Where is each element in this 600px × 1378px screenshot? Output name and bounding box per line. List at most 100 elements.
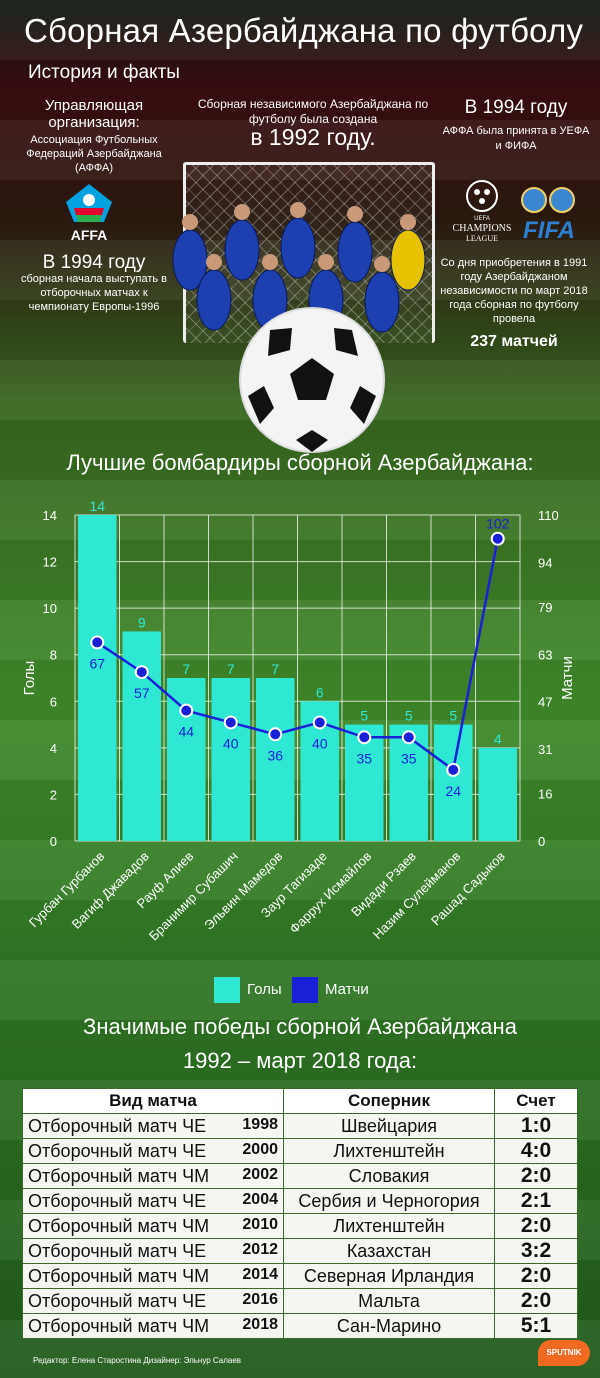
match-type-text: Отборочный матч ЧМ [28,1165,210,1186]
soccer-ball-icon [239,307,385,453]
player-4-head [347,206,363,222]
point-matches [134,665,149,680]
right-year-text: АФФА была принята в УЕФА и ФИФА [442,125,590,152]
fifa-globe-1 [521,187,547,213]
player-1-head [182,214,198,230]
cell-opponent: Швейцария [283,1113,495,1139]
left-year: В 1994 году [42,252,146,273]
point-value-label: 67 [89,655,105,671]
point-matches [357,730,372,745]
wins-table: Вид матча Соперник Счет Отборочный матч … [22,1088,578,1339]
ucl-star-1 [474,189,480,195]
champions-league-logo: UEFA CHAMPIONS LEAGUE [453,180,511,243]
bar-goals [478,747,517,841]
page-title: Сборная Азербайджана по футболу [24,12,584,49]
point-value-label: 35 [356,750,372,766]
match-year: 2010 [242,1215,278,1233]
x-tick-label: Гурбан Гурбанов [26,848,108,930]
y2-tick-label: 110 [538,508,559,523]
header-match-type: Вид матча [22,1088,284,1114]
point-value-label: 57 [134,685,150,701]
y2-tick-label: 79 [538,600,552,615]
ball-patch-1 [268,328,292,356]
cell-match-type: Отборочный матч ЧЕ 2004 [22,1188,284,1214]
bar-value-label: 5 [449,708,457,724]
player-keeper [390,229,426,291]
bar-goals [256,678,295,841]
y2-tick-label: 47 [538,695,552,710]
cell-opponent: Северная Ирландия [283,1263,495,1289]
player-keeper-head [400,214,416,230]
cell-match-type: Отборочный матч ЧМ 2010 [22,1213,284,1239]
right-stats-text: Со дня приобретения в 1991 году Азербайд… [440,257,588,325]
table-header-row: Вид матча Соперник Счет [22,1088,578,1114]
point-matches [490,531,505,546]
bar-value-label: 5 [360,708,368,724]
player-6-head [206,254,222,270]
table-row: Отборочный матч ЧЕ 2004 Сербия и Черногори… [22,1188,578,1214]
match-year: 2002 [242,1165,278,1183]
y2-tick-label: 31 [538,742,552,757]
point-matches [223,715,238,730]
y2-axis-label: Матчи [559,656,576,700]
cell-match-type: Отборочный матч ЧЕ 2012 [22,1238,284,1264]
credits: Редактор: Елена Старостина Дизайнер: Эль… [33,1356,242,1365]
point-value-label: 40 [223,735,239,751]
fifa-globe-2 [549,187,575,213]
ucl-uefa: UEFA [474,216,490,222]
table-row: Отборочный матч ЧМ 2010 Лихтенштейн 2:0 [22,1213,578,1239]
bar-value-label: 5 [405,708,413,724]
ball-patch-3 [248,386,274,424]
cell-match-type: Отборочный матч ЧМ 2018 [22,1313,284,1339]
cell-score: 2:0 [494,1163,578,1189]
right-year: В 1994 году [464,97,568,118]
cell-score: 5:1 [494,1313,578,1339]
bar-value-label: 7 [182,661,190,677]
player-8-head [318,254,334,270]
bar-value-label: 7 [227,661,235,677]
org-name: Ассоциация Футбольных Федераций Азербайд… [26,134,162,174]
y-tick-label: 12 [43,555,57,570]
match-type-text: Отборочный матч ЧМ [28,1265,210,1286]
ball-patch-5 [296,430,328,452]
header-opponent: Соперник [283,1088,495,1114]
match-type-text: Отборочный матч ЧЕ [28,1190,207,1211]
match-type-text: Отборочный матч ЧЕ [28,1115,207,1136]
table-row: Отборочный матч ЧЕ 2016 Мальта 2:0 [22,1288,578,1314]
cell-opponent: Лихтенштейн [283,1213,495,1239]
point-value-label: 35 [401,750,417,766]
player-4 [337,221,373,283]
match-year: 2004 [242,1190,278,1208]
cell-score: 2:0 [494,1263,578,1289]
table-row: Отборочный матч ЧМ 2018 Сан-Марино 5:1 [22,1313,578,1339]
table-row: Отборочный матч ЧЕ 2012 Казахстан 3:2 [22,1238,578,1264]
y-tick-label: 2 [50,787,57,802]
point-matches [446,762,461,777]
match-year: 2014 [242,1265,278,1283]
point-matches [312,715,327,730]
cell-match-type: Отборочный матч ЧМ 2014 [22,1263,284,1289]
x-tick-label: Фаррух Исмайлов [287,848,375,936]
legend-swatch-matches [292,977,318,1003]
table-row: Отборочный матч ЧМ 2014 Северная Ирландия 2… [22,1263,578,1289]
match-type-text: Отборочный матч ЧЕ [28,1140,207,1161]
y2-tick-label: 0 [538,834,545,849]
cell-opponent: Сан-Марино [283,1313,495,1339]
match-type-text: Отборочный матч ЧЕ [28,1290,207,1311]
ball-patch-4 [350,386,376,424]
player-2 [224,219,260,281]
cell-score: 2:0 [494,1288,578,1314]
player-3 [280,217,316,279]
cell-opponent: Мальта [283,1288,495,1314]
y-axis-label: Голы [21,661,38,696]
affa-ball [83,194,95,206]
legend-label-matches: Матчи [325,981,369,998]
point-value-label: 24 [445,783,461,799]
point-matches [268,727,283,742]
y2-tick-label: 94 [538,555,552,570]
cell-score: 1:0 [494,1113,578,1139]
point-value-label: 40 [312,735,328,751]
cell-opponent: Словакия [283,1163,495,1189]
center-year: в 1992 году. [250,124,376,150]
